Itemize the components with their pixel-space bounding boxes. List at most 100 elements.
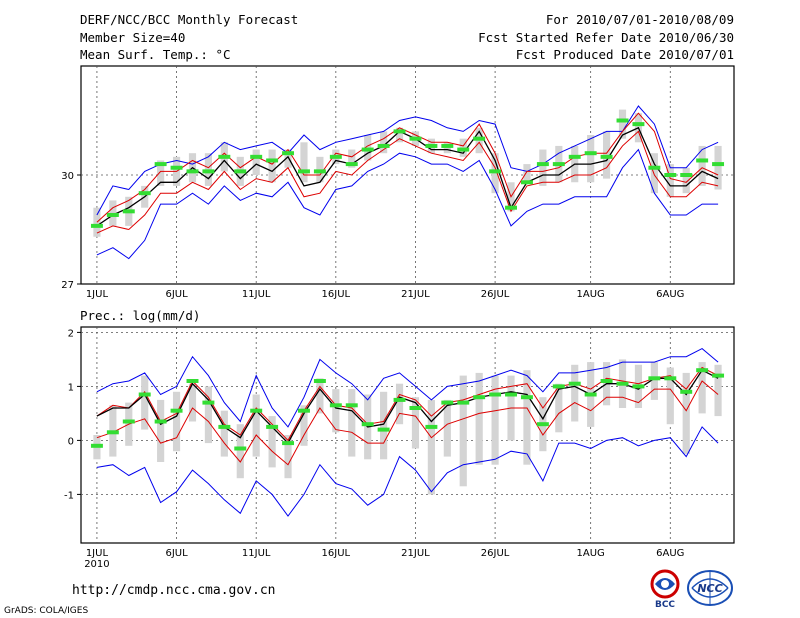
observed-marker <box>664 173 677 177</box>
member-range-box <box>555 383 563 433</box>
observed-marker <box>520 395 533 400</box>
observed-marker <box>282 441 295 446</box>
member-range-box <box>380 391 388 460</box>
observed-marker <box>138 191 151 196</box>
observed-marker <box>632 122 645 127</box>
observed-marker <box>361 422 374 427</box>
observed-marker <box>648 165 661 170</box>
observed-marker <box>122 419 135 424</box>
member-range-box <box>188 383 197 422</box>
observed-marker <box>409 406 422 410</box>
x-tick-label: 1AUG <box>577 548 605 559</box>
member-range-box <box>714 145 722 190</box>
x-tick-label: 6JUL <box>165 548 188 559</box>
observed-marker <box>616 381 629 386</box>
observed-marker <box>361 147 374 152</box>
member-size: Member Size=40 <box>80 30 186 45</box>
observed-marker <box>234 446 247 451</box>
observed-marker <box>218 154 231 159</box>
observed-marker <box>393 397 406 402</box>
forecast-period: For 2010/07/01-2010/08/09 <box>545 12 734 27</box>
member-range-box <box>268 416 276 468</box>
observed-marker <box>696 368 709 373</box>
observed-marker <box>393 129 406 134</box>
observed-marker <box>457 147 470 152</box>
y-tick-label: 0 <box>68 436 74 447</box>
source-url[interactable]: http://cmdp.ncc.cma.gov.cn <box>72 583 276 598</box>
observed-marker <box>202 400 215 405</box>
member-range-box <box>141 375 149 430</box>
observed-marker <box>170 408 183 413</box>
member-range-box <box>93 207 101 237</box>
bcc-logo: BCC <box>650 569 680 610</box>
variable-label-precipitation: Prec.: log(mm/d) <box>80 308 201 323</box>
observed-marker <box>680 173 693 177</box>
observed-marker <box>536 162 549 167</box>
observed-marker <box>345 162 358 167</box>
observed-marker <box>313 379 326 383</box>
observed-marker <box>536 422 549 427</box>
ensemble-max-line <box>96 105 719 216</box>
member-range-box <box>380 131 388 154</box>
observed-marker <box>664 376 677 381</box>
observed-marker <box>329 154 342 159</box>
member-range-box <box>300 142 308 183</box>
plot-frame <box>80 326 735 544</box>
member-range-box <box>682 167 690 194</box>
observed-marker <box>568 154 581 159</box>
member-range-box <box>236 424 244 479</box>
observed-marker <box>425 143 438 148</box>
observed-marker <box>329 403 342 408</box>
observed-marker <box>377 427 390 432</box>
member-range-box <box>332 389 340 433</box>
member-range-box <box>587 135 595 183</box>
observed-marker <box>186 169 199 174</box>
ncc-logo-text: NCC <box>697 582 722 595</box>
member-range-box <box>714 364 722 417</box>
member-range-box <box>220 410 228 457</box>
observed-marker <box>712 373 725 378</box>
observed-marker <box>106 212 119 217</box>
observed-marker <box>632 384 645 389</box>
observed-marker <box>298 169 310 174</box>
member-range-box <box>459 375 467 487</box>
observed-marker <box>568 381 581 386</box>
member-range-box <box>698 362 706 414</box>
member-range-box <box>650 153 658 194</box>
ncc-logo: NCC <box>687 570 733 606</box>
member-range-box <box>443 399 451 457</box>
y-tick-label: 2 <box>68 328 74 339</box>
member-range-box <box>411 397 420 449</box>
member-range-box <box>650 362 658 400</box>
observed-marker <box>250 408 263 413</box>
observed-marker <box>345 403 358 408</box>
observed-marker <box>489 169 502 174</box>
observed-marker <box>409 136 422 141</box>
observed-marker <box>234 169 247 174</box>
observed-marker <box>505 392 517 397</box>
observed-marker <box>170 165 183 170</box>
observed-marker <box>218 424 231 429</box>
observed-marker <box>712 162 725 167</box>
y-tick-label: 27 <box>61 280 74 291</box>
ensemble-mean-line <box>96 369 719 445</box>
observed-marker <box>552 162 565 167</box>
x-tick-label: 16JUL <box>322 289 351 300</box>
observed-marker <box>138 392 151 397</box>
temperature-chart: 1JUL6JUL11JUL16JUL21JUL26JUL1AUG6AUG2010… <box>61 65 735 300</box>
member-range-box <box>268 149 276 183</box>
x-tick-label: 6AUG <box>656 548 684 559</box>
ensemble-min-line <box>96 426 719 517</box>
observed-marker <box>250 154 263 159</box>
member-range-box <box>172 391 181 452</box>
observed-marker <box>648 376 661 381</box>
x-year-label: 2010 <box>84 559 109 570</box>
member-range-box <box>284 149 292 168</box>
observed-marker <box>520 180 533 185</box>
x-tick-label: 1AUG <box>577 289 605 300</box>
x-tick-label: 1JUL <box>86 548 109 559</box>
x-tick-label: 21JUL <box>401 548 430 559</box>
x-tick-label: 26JUL <box>481 289 510 300</box>
y-tick-label: 30 <box>61 171 74 182</box>
ensemble-mean-line <box>96 126 719 227</box>
